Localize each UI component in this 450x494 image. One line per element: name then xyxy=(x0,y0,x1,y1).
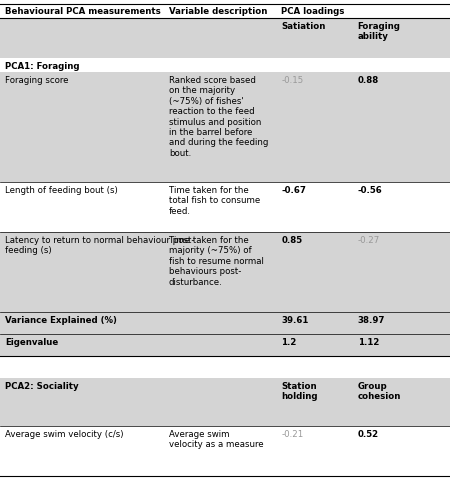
Text: Eigenvalue: Eigenvalue xyxy=(5,338,58,347)
Text: -0.21: -0.21 xyxy=(281,430,303,439)
Text: 0.52: 0.52 xyxy=(358,430,379,439)
Text: 38.97: 38.97 xyxy=(358,316,385,325)
Text: Variable description: Variable description xyxy=(169,7,267,16)
Bar xyxy=(0,312,450,334)
Bar xyxy=(0,232,450,312)
Text: -0.56: -0.56 xyxy=(358,186,382,195)
Text: Variance Explained (%): Variance Explained (%) xyxy=(5,316,117,325)
Text: PCA1: Foraging: PCA1: Foraging xyxy=(5,62,80,71)
Bar xyxy=(0,334,450,356)
Text: PCA2: Sociality: PCA2: Sociality xyxy=(5,382,79,391)
Text: Time taken for the
majority (~75%) of
fish to resume normal
behaviours post-
dis: Time taken for the majority (~75%) of fi… xyxy=(169,236,264,287)
Text: Ranked score based
on the majority
(~75%) of fishes'
reaction to the feed
stimul: Ranked score based on the majority (~75%… xyxy=(169,76,268,158)
Text: Foraging
ability: Foraging ability xyxy=(358,22,400,41)
Bar xyxy=(0,58,450,72)
Text: Satiation: Satiation xyxy=(281,22,326,31)
Text: 0.85: 0.85 xyxy=(281,236,302,245)
Text: PCA loadings: PCA loadings xyxy=(281,7,345,16)
Text: 39.61: 39.61 xyxy=(281,316,309,325)
Bar xyxy=(0,426,450,476)
Bar xyxy=(0,356,450,378)
Text: 1.12: 1.12 xyxy=(358,338,379,347)
Text: Station
holding: Station holding xyxy=(281,382,318,402)
Text: -0.67: -0.67 xyxy=(281,186,306,195)
Bar xyxy=(0,18,450,58)
Text: Average swim velocity (c/s): Average swim velocity (c/s) xyxy=(5,430,124,439)
Text: 1.2: 1.2 xyxy=(281,338,297,347)
Text: Average swim
velocity as a measure: Average swim velocity as a measure xyxy=(169,430,263,450)
Text: Foraging score: Foraging score xyxy=(5,76,69,85)
Text: Time taken for the
total fish to consume
feed.: Time taken for the total fish to consume… xyxy=(169,186,260,216)
Text: Latency to return to normal behaviour post-
feeding (s): Latency to return to normal behaviour po… xyxy=(5,236,195,255)
Text: 0.88: 0.88 xyxy=(358,76,379,85)
Text: Group
cohesion: Group cohesion xyxy=(358,382,401,402)
Bar xyxy=(0,182,450,232)
Text: Behavioural PCA measurements: Behavioural PCA measurements xyxy=(5,7,161,16)
Bar xyxy=(0,72,450,182)
Text: -0.15: -0.15 xyxy=(281,76,303,85)
Text: Length of feeding bout (s): Length of feeding bout (s) xyxy=(5,186,118,195)
Text: -0.27: -0.27 xyxy=(358,236,380,245)
Bar xyxy=(0,378,450,426)
